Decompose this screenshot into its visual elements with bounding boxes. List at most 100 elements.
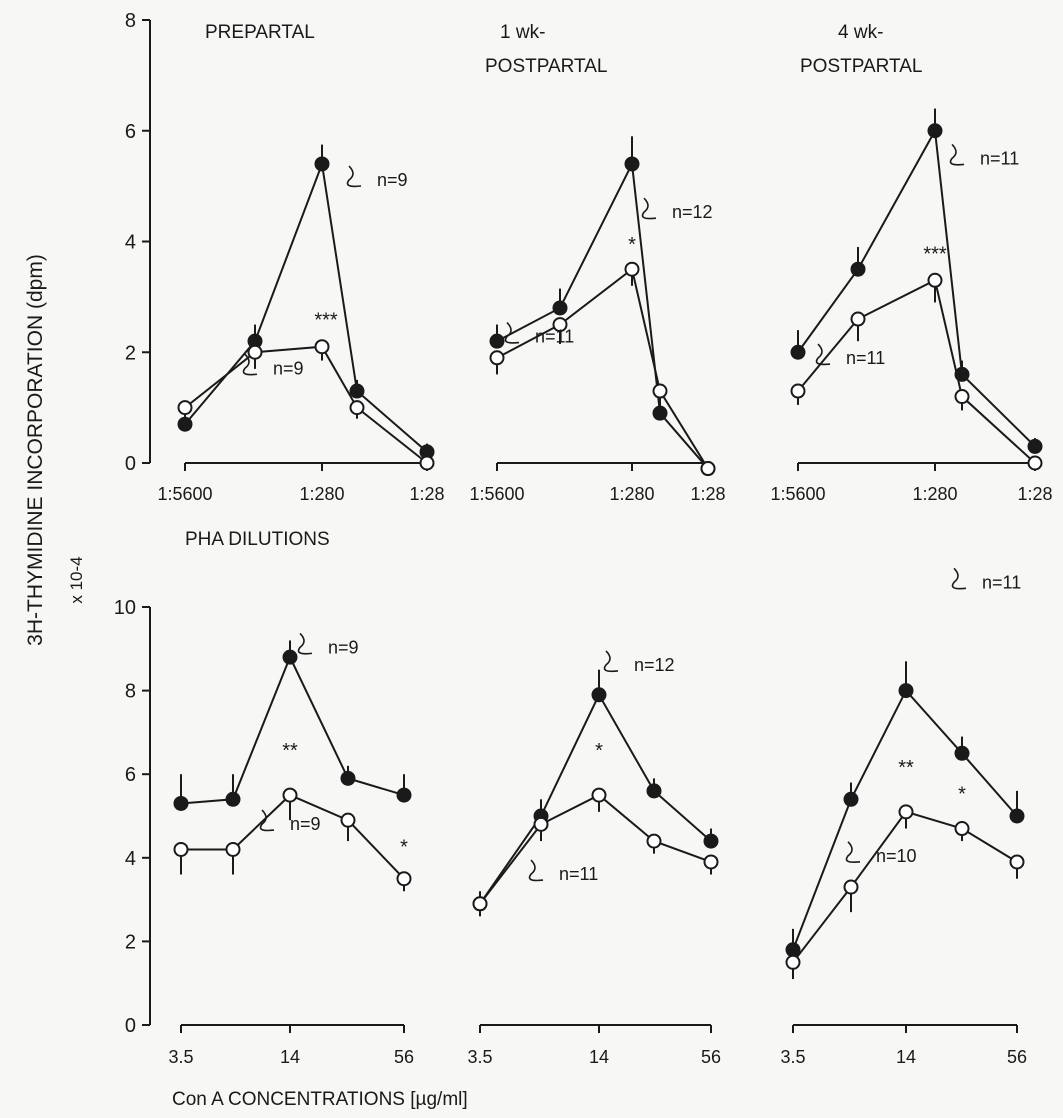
filled-data-point	[489, 333, 505, 349]
y-tick-label: 10	[114, 597, 136, 619]
filled-data-point	[1009, 808, 1025, 824]
filled-data-point	[340, 770, 356, 786]
filled-data-point	[927, 123, 943, 139]
open-series-line	[496, 267, 709, 470]
filled-data-point	[843, 791, 859, 807]
y-tick-label: 6	[125, 764, 136, 786]
panel-title: 4 wk- POSTPARTAL	[800, 22, 922, 77]
y-tick-label: 4	[125, 232, 136, 254]
filled-data-point	[173, 795, 189, 811]
annotation-pointer	[297, 632, 313, 655]
panel-5: n=12 n=11 *	[472, 650, 719, 917]
marks-layer: n=9n=9***n=12n=11*n=11n=11***n=9n=9***n=…	[173, 108, 1043, 980]
open-data-point	[340, 812, 356, 828]
y-tick-label: 8	[125, 681, 136, 703]
x-tick-label: 1:5600	[469, 484, 524, 504]
sample-size-label: n=9	[290, 814, 321, 834]
open-data-point	[349, 400, 365, 416]
filled-data-point	[282, 649, 298, 665]
annotation-pointer	[815, 343, 831, 366]
filled-data-point	[552, 300, 568, 316]
open-data-point	[1027, 455, 1043, 471]
open-data-point	[552, 317, 568, 333]
annotation-pointer	[528, 859, 544, 882]
open-data-point	[646, 833, 662, 849]
open-data-point	[173, 841, 189, 857]
open-data-point	[396, 871, 412, 887]
x-tick-label: 14	[280, 1047, 300, 1067]
annotation-pointer	[603, 650, 619, 673]
open-series-line	[184, 345, 428, 464]
open-data-point	[1009, 854, 1025, 870]
y-axis-label: 3H-THYMIDINE INCORPORATION (dpm)	[24, 254, 47, 646]
y-axis-multiplier: x 10-4	[67, 556, 86, 603]
y-tick-label: 6	[125, 121, 136, 143]
x-tick-label: 56	[394, 1047, 414, 1067]
open-series-line	[792, 810, 1018, 963]
panel-3: n=11 n=11 ***	[790, 108, 1043, 471]
open-data-point	[624, 261, 640, 277]
cona-x-axis-label: Con A CONCENTRATIONS [µg/ml]	[172, 1089, 468, 1110]
filled-data-point	[954, 745, 970, 761]
significance-marker: **	[898, 757, 914, 779]
open-data-point	[843, 879, 859, 895]
y-tick-label: 0	[125, 1015, 136, 1037]
annotation-pointer	[259, 809, 275, 832]
x-tick-label: 56	[1007, 1047, 1027, 1067]
sample-size-label: n=11	[846, 348, 885, 368]
open-data-point	[652, 383, 668, 399]
sample-size-label: n=11	[559, 864, 598, 884]
panel-1: n=9 n=9 ***	[177, 144, 435, 471]
filled-data-point	[898, 683, 914, 699]
filled-series-line	[184, 160, 428, 453]
open-data-point	[472, 896, 488, 912]
panel-4: n=9n=9***	[173, 632, 412, 892]
filled-data-point	[1027, 438, 1043, 454]
x-tick-label: 1:5600	[157, 484, 212, 504]
annotation-pointer	[641, 197, 657, 220]
x-tick-label: 1:28	[1017, 484, 1052, 504]
x-tick-label: 1:28	[409, 484, 444, 504]
significance-marker: *	[400, 837, 408, 859]
filled-data-point	[850, 261, 866, 277]
open-data-point	[533, 816, 549, 832]
open-data-point	[703, 854, 719, 870]
pha-x-axis-label: PHA DILUTIONS	[185, 529, 330, 550]
sample-size-label: n=11	[535, 327, 574, 347]
filled-data-point	[225, 791, 241, 807]
sample-size-label: n=12	[634, 655, 675, 675]
x-tick-label: 3.5	[168, 1047, 193, 1067]
significance-marker: *	[628, 234, 636, 256]
panel-title: 1 wk- POSTPARTAL	[485, 22, 607, 77]
filled-data-point	[703, 833, 719, 849]
x-tick-label: 14	[896, 1047, 916, 1067]
x-tick-label: 1:280	[299, 484, 344, 504]
y-tick-label: 8	[125, 10, 136, 32]
filled-data-point	[646, 783, 662, 799]
open-data-point	[850, 311, 866, 327]
sample-size-label: n=11	[980, 148, 1019, 168]
filled-data-point	[591, 687, 607, 703]
filled-data-point	[624, 156, 640, 172]
open-data-point	[954, 821, 970, 837]
panel-title-line: POSTPARTAL	[485, 56, 607, 77]
annotation-pointer	[951, 567, 967, 590]
open-data-point	[282, 787, 298, 803]
panel-title-line: 4 wk-	[838, 22, 883, 43]
filled-data-point	[396, 787, 412, 803]
open-data-point	[247, 344, 263, 360]
open-data-point	[489, 350, 505, 366]
filled-data-point	[785, 942, 801, 958]
annotation-pointer	[949, 143, 965, 166]
x-tick-label: 56	[701, 1047, 721, 1067]
annotation-pointer	[504, 321, 520, 344]
significance-marker: ***	[923, 243, 947, 265]
sample-size-label: n=11	[982, 572, 1021, 592]
x-tick-label: 1:280	[912, 484, 957, 504]
filled-data-point	[954, 366, 970, 382]
significance-marker: ***	[314, 310, 338, 332]
open-data-point	[790, 383, 806, 399]
open-data-point	[700, 461, 716, 477]
panel-title-line: 1 wk-	[500, 22, 545, 43]
